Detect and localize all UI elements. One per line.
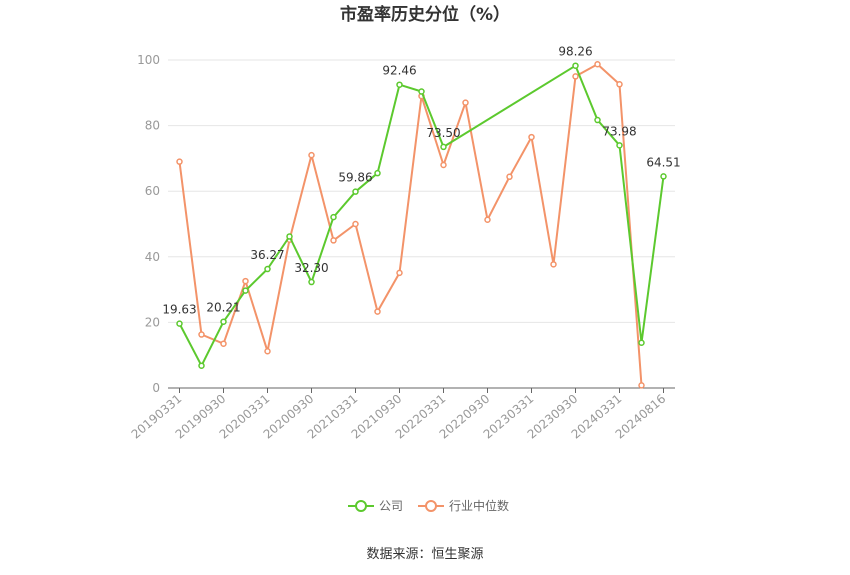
source-note: 数据来源：恒生聚源 (366, 547, 483, 562)
data-point[interactable] (528, 133, 535, 141)
data-point[interactable] (176, 320, 183, 327)
data-point[interactable] (660, 173, 667, 180)
y-tick-label: 60 (145, 184, 160, 198)
data-point[interactable] (594, 61, 601, 68)
data-label: 73.98 (602, 124, 636, 138)
data-point[interactable] (572, 73, 579, 80)
data-point[interactable] (264, 348, 271, 355)
data-point[interactable] (242, 287, 249, 294)
legend-item-1[interactable]: 行业中位数 (418, 498, 509, 513)
data-point[interactable] (616, 81, 623, 88)
data-point[interactable] (352, 188, 359, 195)
data-label: 92.46 (382, 64, 416, 78)
y-tick-label: 100 (137, 53, 160, 67)
data-label: 64.51 (646, 155, 680, 169)
series-line-0 (178, 64, 665, 367)
x-axis: 2019033120190930202003312020093020210331… (129, 387, 675, 442)
data-point[interactable] (484, 216, 491, 223)
data-point[interactable] (198, 331, 205, 338)
data-point[interactable] (352, 220, 359, 228)
chart-title: 市盈率历史分位（%） (340, 4, 510, 25)
data-point[interactable] (330, 213, 337, 221)
data-point[interactable] (374, 308, 381, 315)
data-point[interactable] (550, 261, 557, 268)
data-point[interactable] (594, 116, 601, 124)
data-point[interactable] (638, 382, 645, 389)
y-tick-label: 20 (145, 315, 160, 329)
plot-area (176, 61, 667, 389)
data-label: 36.27 (250, 248, 284, 262)
legend-marker (355, 500, 367, 512)
y-tick-label: 80 (145, 119, 160, 133)
data-point[interactable] (220, 318, 227, 325)
data-point[interactable] (286, 233, 293, 240)
data-point[interactable] (396, 81, 403, 88)
data-label: 98.26 (558, 45, 592, 59)
data-point[interactable] (308, 151, 315, 159)
y-tick-label: 40 (145, 250, 160, 264)
data-point[interactable] (506, 173, 513, 181)
legend-item-0[interactable]: 公司 (348, 499, 403, 513)
data-point[interactable] (220, 340, 227, 347)
data-point[interactable] (242, 277, 249, 285)
y-axis: 0 20 40 60 80 100 (137, 53, 160, 395)
data-point[interactable] (616, 142, 623, 149)
data-point[interactable] (198, 362, 205, 369)
data-point[interactable] (462, 99, 469, 106)
data-point[interactable] (440, 143, 447, 151)
legend-marker (425, 500, 437, 512)
data-point[interactable] (374, 169, 381, 177)
data-point[interactable] (638, 339, 645, 346)
data-point[interactable] (396, 269, 403, 277)
y-tick-label: 0 (152, 381, 160, 395)
legend-label: 行业中位数 (449, 498, 509, 513)
data-label: 19.63 (162, 303, 196, 317)
data-point[interactable] (440, 161, 447, 169)
data-label: 32.30 (294, 261, 328, 275)
data-label: 20.21 (206, 301, 240, 315)
data-labels: 19.63 20.21 36.27 32.30 59.86 92.46 73.50 98.26… (162, 45, 680, 317)
data-label: 73.50 (426, 126, 460, 140)
data-point[interactable] (418, 88, 425, 95)
data-point[interactable] (264, 265, 271, 273)
grid (168, 59, 675, 323)
data-point[interactable] (176, 158, 183, 165)
legend[interactable]: 公司 行业中位数 (348, 498, 509, 513)
series-line-1 (178, 63, 643, 386)
data-label: 59.86 (338, 171, 372, 185)
data-point[interactable] (330, 237, 337, 244)
data-point[interactable] (572, 62, 579, 69)
legend-label: 公司 (379, 499, 403, 513)
data-point[interactable] (308, 278, 315, 286)
